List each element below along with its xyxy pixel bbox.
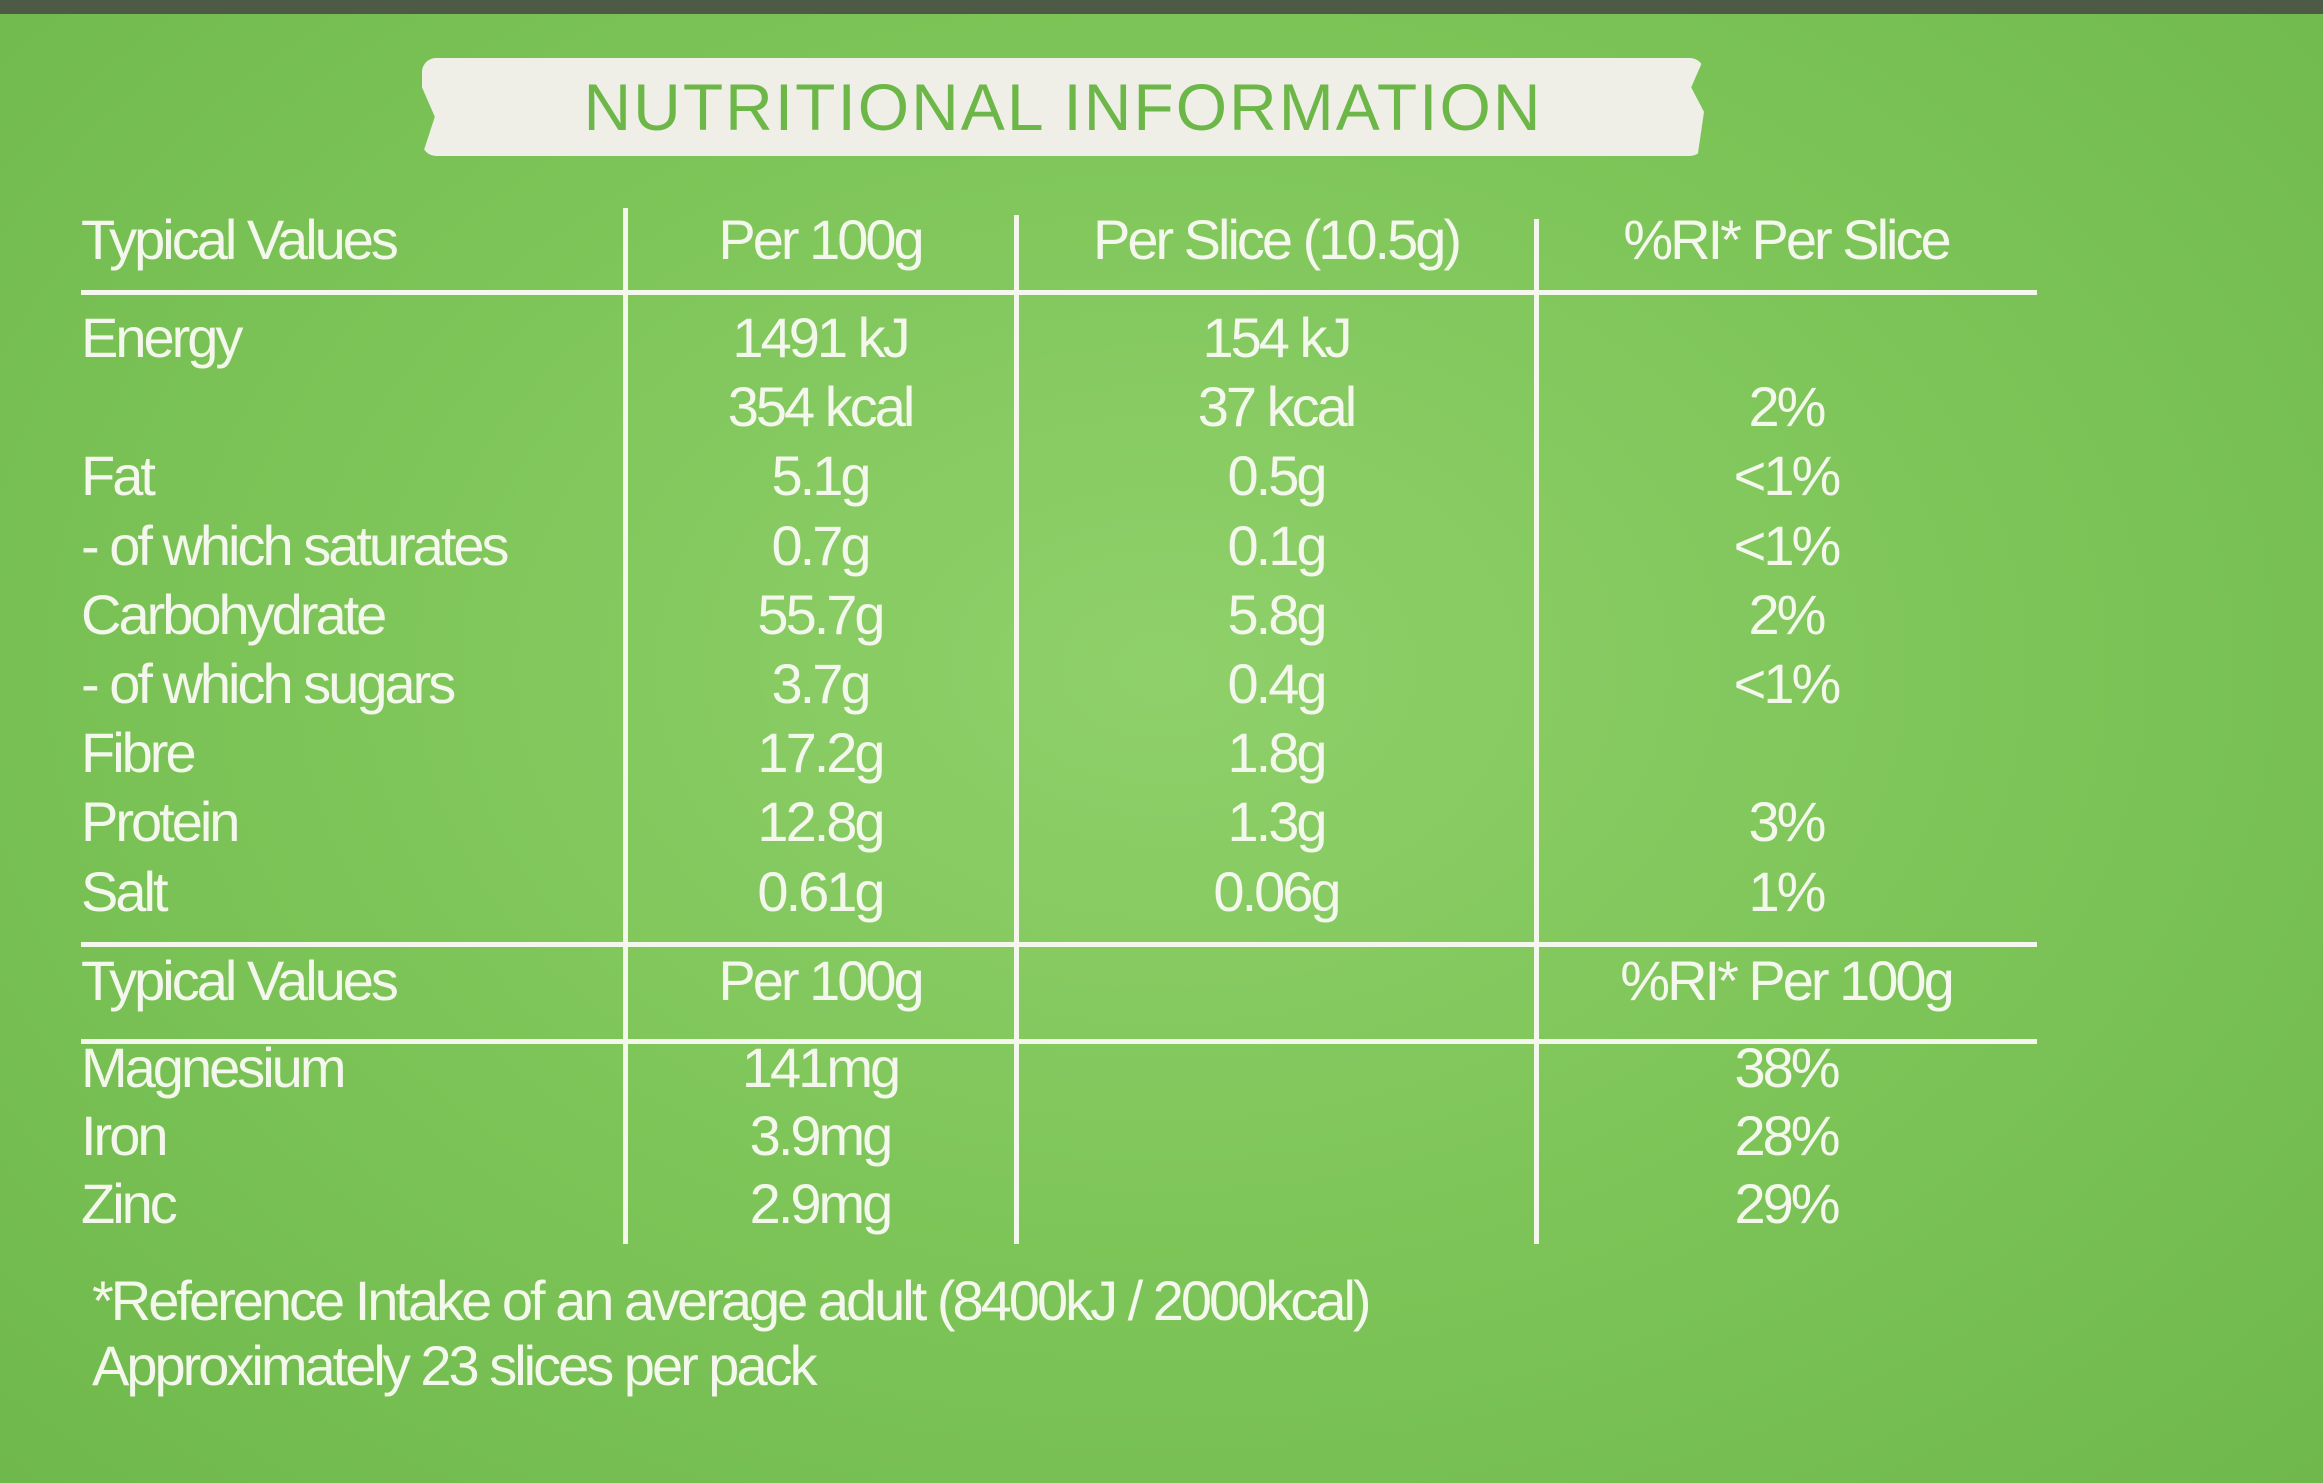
per-100g: 55.7g: [757, 582, 885, 646]
per-100g: 3.9mg: [749, 1104, 894, 1167]
per-100g: 5.1g: [771, 444, 872, 508]
per-slice: 154 kJ: [1202, 306, 1353, 369]
per-slice: 1.3g: [1227, 790, 1328, 854]
column-header: Typical Values: [81, 208, 399, 271]
row-label: Energy: [81, 306, 243, 369]
per-100g: 0.7g: [771, 513, 872, 577]
column-header: %RI* Per 100g: [1620, 949, 1954, 1012]
rule: [81, 290, 2037, 295]
ri-percent: 1%: [1748, 859, 1827, 923]
ri-percent: 2%: [1748, 375, 1827, 439]
footnote: Approximately 23 slices per pack: [92, 1334, 818, 1397]
ri-percent: <1%: [1733, 444, 1842, 508]
per-100g: 0.61g: [757, 859, 885, 923]
row-label: Zinc: [81, 1172, 178, 1235]
per-slice: 0.5g: [1227, 444, 1328, 508]
per-100g: 1491 kJ: [732, 306, 910, 369]
per-100g: 141mg: [741, 1036, 901, 1099]
per-slice: 0.1g: [1227, 513, 1328, 577]
row-label: Protein: [81, 790, 240, 854]
per-100g: 3.7g: [771, 652, 872, 715]
column-header: Per 100g: [718, 949, 924, 1012]
per-100g: 12.8g: [757, 790, 885, 854]
row-label: Salt: [81, 859, 168, 923]
row-label: Iron: [81, 1104, 168, 1167]
column-header: %RI* Per Slice: [1623, 208, 1951, 271]
ri-percent: <1%: [1733, 513, 1842, 577]
ri-percent: 2%: [1748, 582, 1827, 646]
per-100g: 17.2g: [757, 721, 885, 785]
title: NUTRITIONAL INFORMATION: [583, 70, 1543, 144]
row-label: Carbohydrate: [81, 582, 387, 646]
ri-percent: 29%: [1734, 1172, 1840, 1235]
row-label: Fat: [81, 444, 156, 508]
per-slice: 37 kcal: [1197, 375, 1357, 439]
column-rule: [1014, 215, 1019, 1244]
ri-percent: 3%: [1748, 790, 1827, 854]
column-rule: [1534, 219, 1539, 1244]
column-rule: [623, 208, 628, 1244]
per-slice: 0.06g: [1213, 859, 1341, 923]
column-header: Per 100g: [718, 208, 924, 271]
title-banner: [422, 58, 1704, 156]
footnote: *Reference Intake of an average adult (8…: [92, 1269, 1372, 1332]
packaging-edge: [0, 0, 2323, 14]
column-header: Typical Values: [81, 949, 399, 1012]
per-slice: 0.4g: [1227, 652, 1328, 715]
ri-percent: 28%: [1734, 1104, 1840, 1167]
per-slice: 5.8g: [1227, 582, 1328, 646]
rule: [81, 1039, 2037, 1044]
ri-percent: <1%: [1733, 652, 1842, 715]
ri-percent: 38%: [1734, 1036, 1840, 1099]
row-label: Magnesium: [81, 1036, 346, 1099]
row-label: - of which sugars: [81, 652, 456, 715]
per-100g: 2.9mg: [749, 1172, 894, 1235]
per-100g: 354 kcal: [727, 375, 916, 439]
rule: [81, 942, 2037, 947]
per-slice: 1.8g: [1227, 721, 1328, 785]
row-label: Fibre: [81, 721, 197, 785]
column-header: Per Slice (10.5g): [1092, 208, 1462, 271]
row-label: - of which saturates: [81, 513, 510, 577]
